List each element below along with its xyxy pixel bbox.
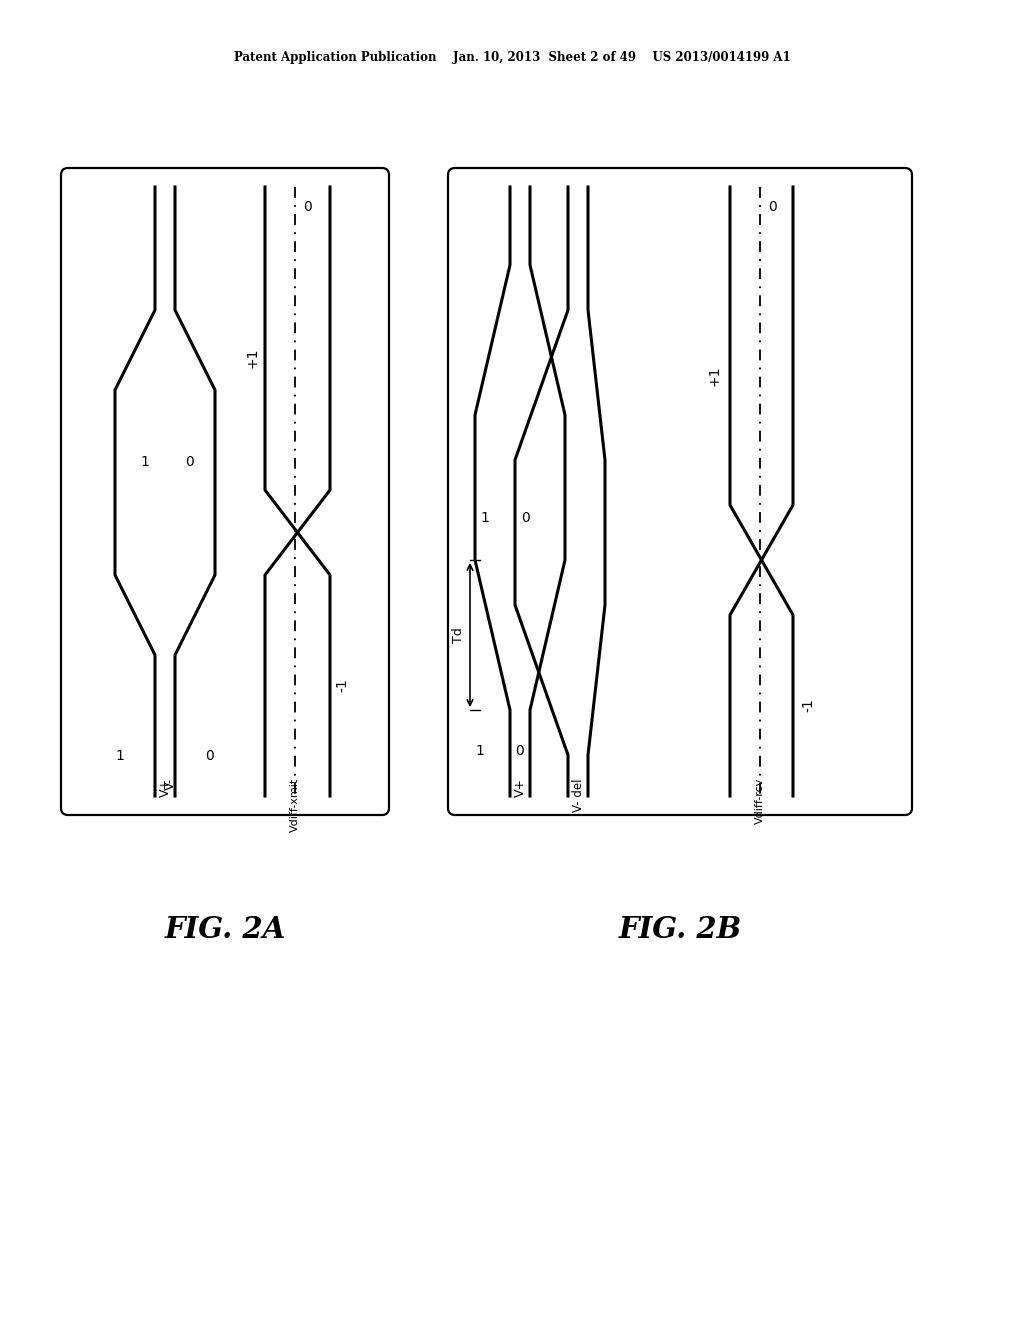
- Text: +1: +1: [246, 347, 260, 368]
- Text: 0: 0: [303, 201, 311, 214]
- Text: V- del: V- del: [571, 777, 585, 812]
- Text: V+: V+: [513, 777, 526, 797]
- Text: 0: 0: [520, 511, 529, 524]
- Text: Vdiff-rcv: Vdiff-rcv: [755, 777, 765, 825]
- Text: -1: -1: [335, 678, 349, 692]
- FancyBboxPatch shape: [61, 168, 389, 814]
- Text: Td: Td: [452, 627, 465, 643]
- FancyBboxPatch shape: [449, 168, 912, 814]
- Text: 1: 1: [475, 744, 484, 758]
- Text: 0: 0: [768, 201, 777, 214]
- Text: 0: 0: [206, 748, 214, 763]
- Text: 1: 1: [480, 511, 489, 524]
- Text: FIG. 2A: FIG. 2A: [165, 916, 286, 945]
- Text: FIG. 2B: FIG. 2B: [618, 916, 741, 945]
- Text: +1: +1: [708, 366, 722, 387]
- Text: 1: 1: [140, 455, 150, 470]
- Text: V+: V+: [159, 777, 171, 797]
- Text: -1: -1: [801, 698, 815, 711]
- Text: 1: 1: [116, 748, 125, 763]
- Text: V-: V-: [164, 777, 176, 791]
- Text: 0: 0: [516, 744, 524, 758]
- Text: Patent Application Publication    Jan. 10, 2013  Sheet 2 of 49    US 2013/001419: Patent Application Publication Jan. 10, …: [233, 50, 791, 63]
- Text: Vdiff-xmit: Vdiff-xmit: [290, 777, 300, 832]
- Text: 0: 0: [185, 455, 195, 470]
